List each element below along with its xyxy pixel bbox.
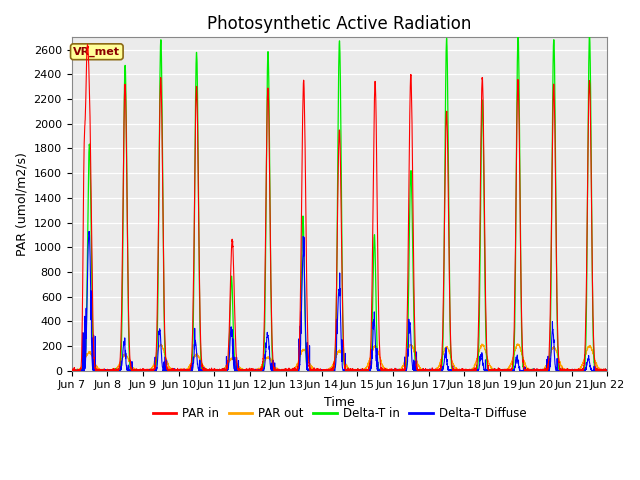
Text: VR_met: VR_met [74, 47, 120, 57]
Legend: PAR in, PAR out, Delta-T in, Delta-T Diffuse: PAR in, PAR out, Delta-T in, Delta-T Dif… [148, 402, 531, 425]
X-axis label: Time: Time [324, 396, 355, 409]
Y-axis label: PAR (umol/m2/s): PAR (umol/m2/s) [15, 152, 28, 256]
Title: Photosynthetic Active Radiation: Photosynthetic Active Radiation [207, 15, 472, 33]
